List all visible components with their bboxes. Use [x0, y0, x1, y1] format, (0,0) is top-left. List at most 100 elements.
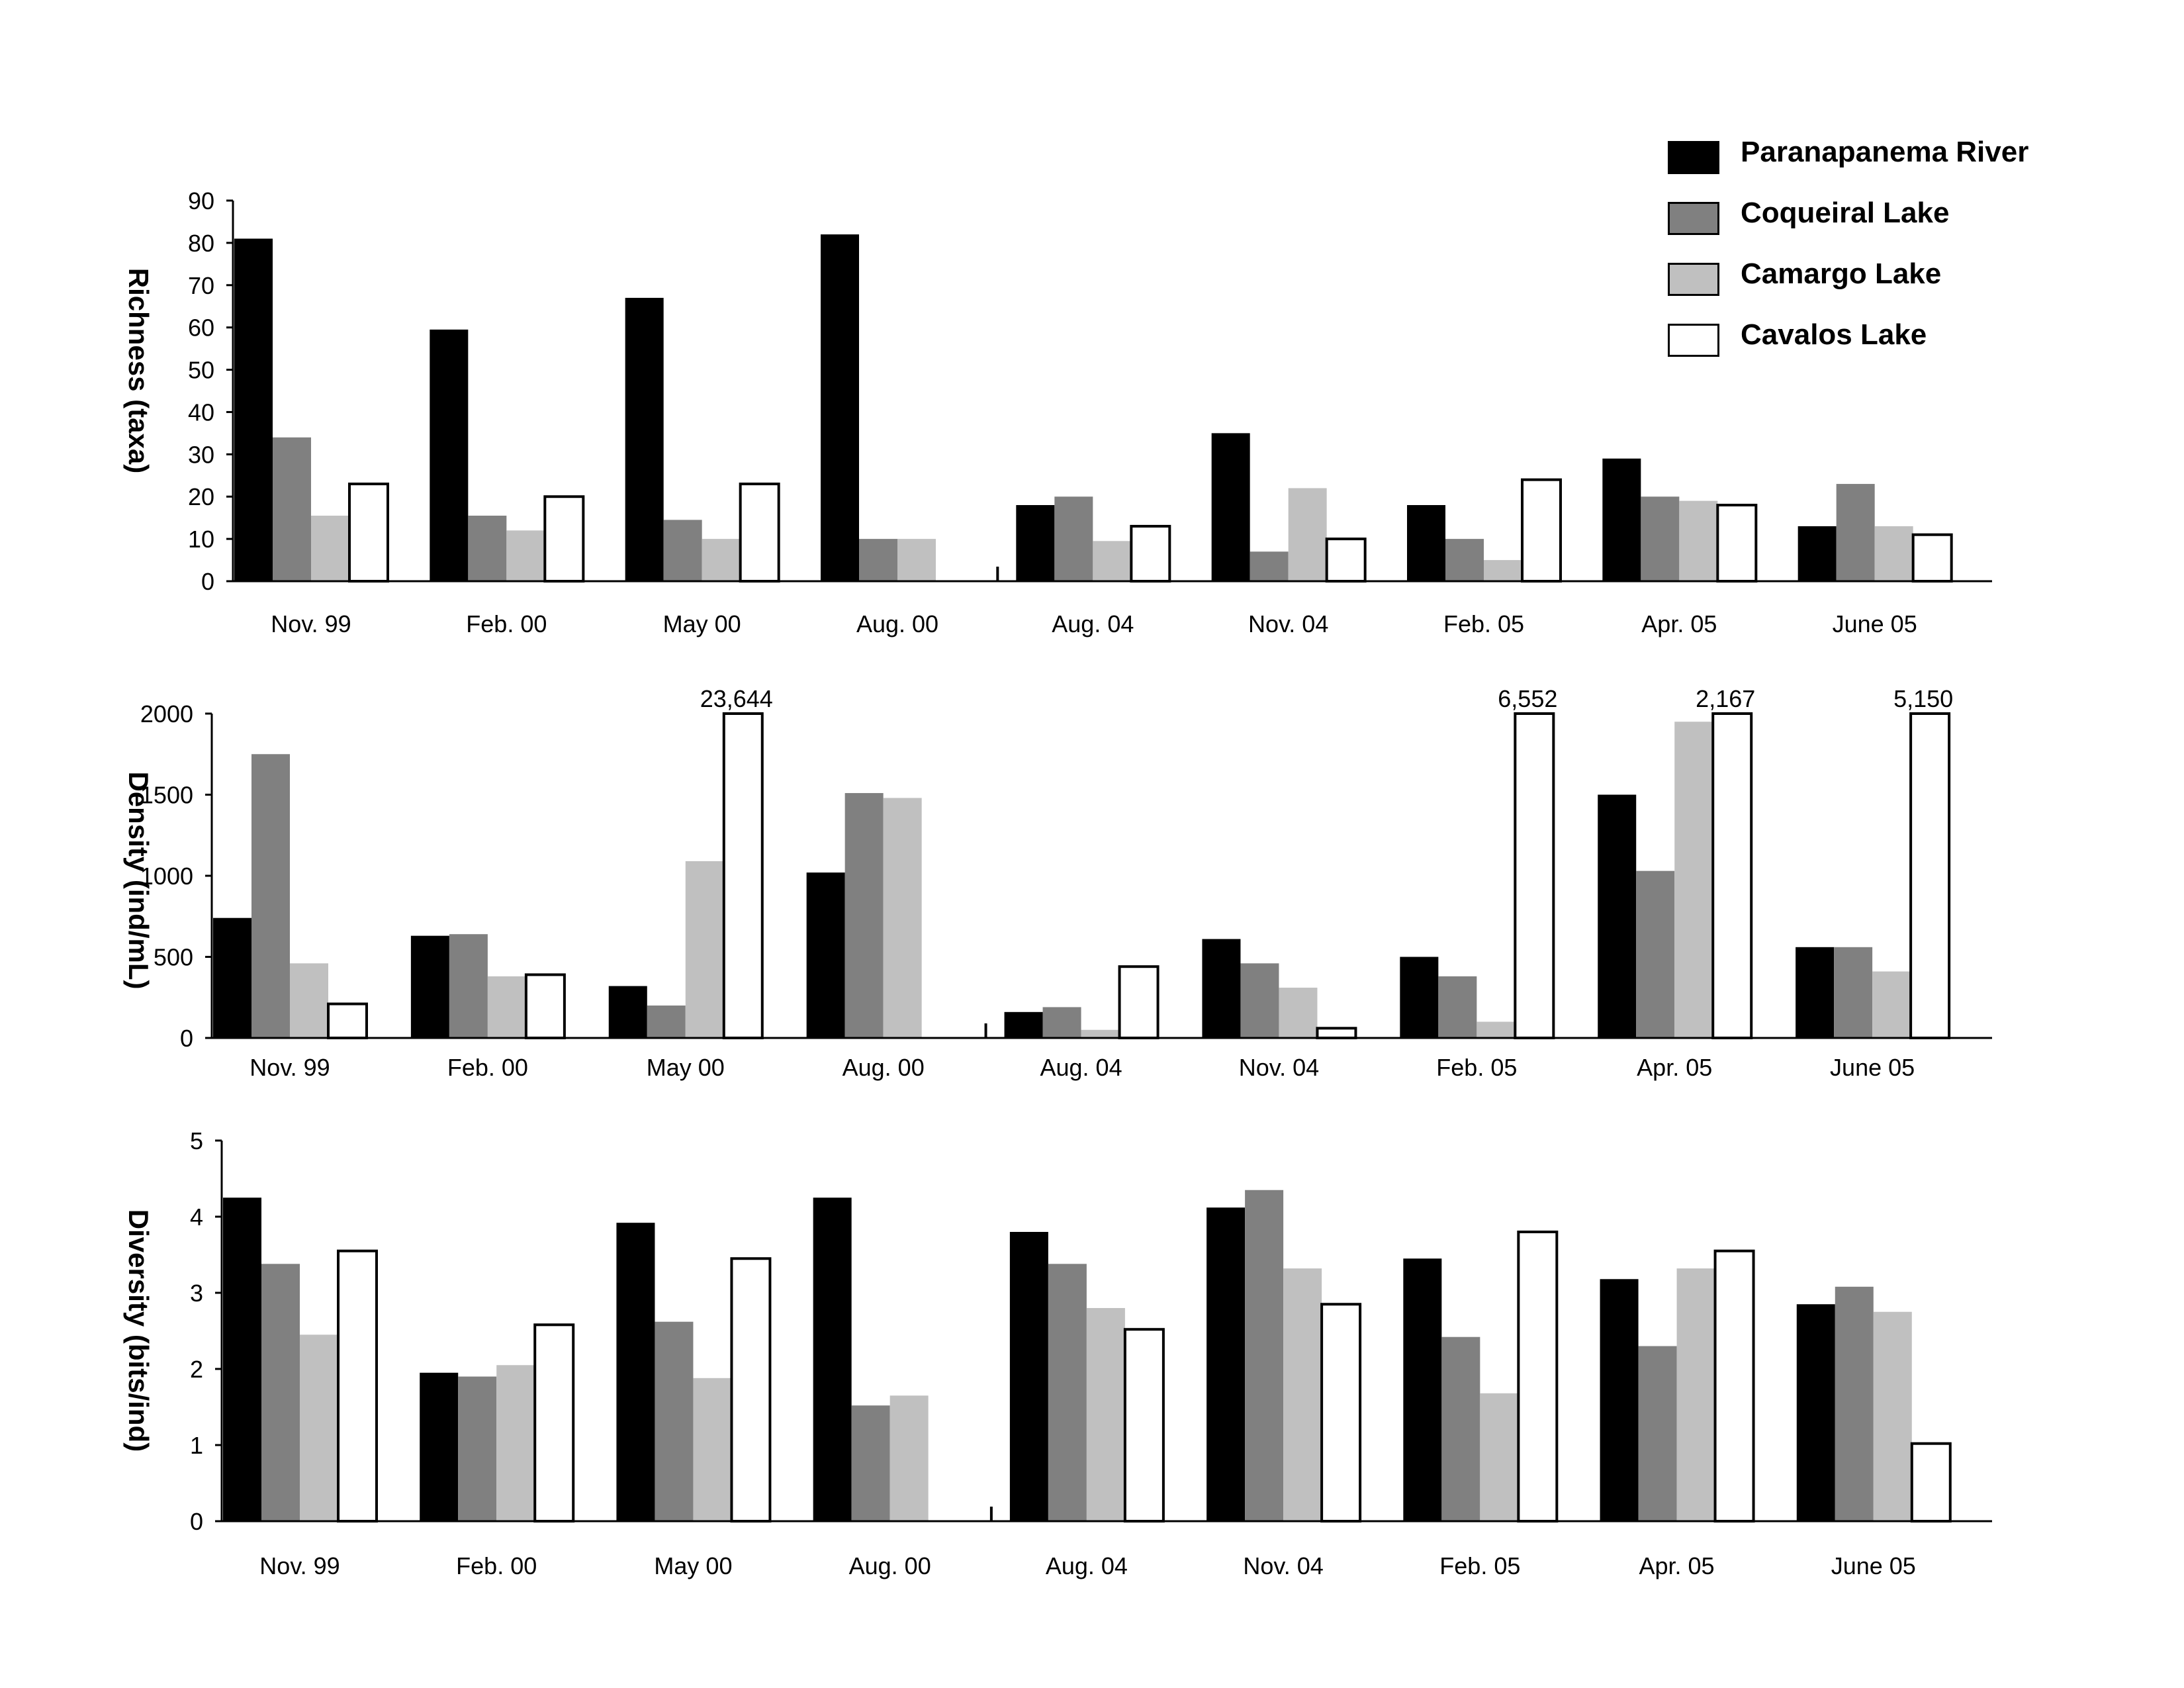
- bar-paranapanema: [1407, 505, 1445, 581]
- x-tick-label: Nov. 04: [1248, 610, 1328, 637]
- x-tick-label: Apr. 05: [1641, 610, 1717, 637]
- bar-cavalos: [543, 495, 585, 583]
- y-tick-label: 2: [190, 1356, 203, 1383]
- chart-panel-3: 0 1 2 3 4 5 Nov. 99 Feb. 00 May 00 Aug. 00 Aug. 04…: [123, 1127, 1992, 1579]
- bar-paranapanema: [213, 917, 251, 1038]
- bar-paranapanema: [1400, 957, 1439, 1038]
- y-tick-label: 1500: [140, 782, 193, 809]
- y-tick-label: 3: [190, 1280, 203, 1307]
- bar-camargo: [1484, 560, 1522, 581]
- data-label: 2,167: [1696, 685, 1755, 712]
- bar-camargo: [1480, 1393, 1519, 1521]
- legend-swatch-camargo: [1668, 263, 1719, 296]
- bar-coqueiral: [1245, 1190, 1284, 1521]
- bar-camargo: [1679, 500, 1718, 581]
- x-tick-label: June 05: [1833, 610, 1917, 637]
- y-tick-label: 30: [188, 441, 214, 468]
- x-tick-label: Apr. 05: [1639, 1552, 1715, 1579]
- y-tick-label: 1: [190, 1432, 203, 1459]
- y-tick-label: 60: [188, 314, 214, 342]
- x-tick-label: Feb. 05: [1443, 610, 1524, 637]
- x-tick-label: Feb. 00: [456, 1552, 537, 1579]
- x-tick-label: May 00: [663, 610, 741, 637]
- bar-paranapanema: [608, 986, 647, 1038]
- bar-camargo: [1279, 988, 1318, 1038]
- bar-camargo: [1874, 526, 1913, 581]
- y-tick-label: 50: [188, 357, 214, 384]
- bar-coqueiral: [458, 1376, 497, 1521]
- bar-paranapanema: [1600, 1279, 1639, 1521]
- bar-paranapanema: [806, 872, 845, 1038]
- bar-coqueiral: [859, 539, 897, 581]
- x-tick-label: Nov. 04: [1243, 1552, 1323, 1579]
- bar-camargo: [685, 861, 724, 1038]
- bar-camargo: [506, 530, 545, 581]
- bar-cavalos: [1320, 1303, 1362, 1523]
- bar-paranapanema: [1602, 458, 1641, 581]
- data-label: 23,644: [700, 685, 773, 712]
- bar-cavalos: [1123, 1328, 1165, 1523]
- bar-paranapanema: [821, 234, 859, 582]
- x-tick-label: June 05: [1830, 1054, 1915, 1081]
- bar-coqueiral: [1636, 870, 1675, 1038]
- x-tick-label: Nov. 99: [259, 1552, 340, 1579]
- y-tick-label: 10: [188, 526, 214, 553]
- y-tick-label: 70: [188, 272, 214, 299]
- bar-coqueiral: [851, 1405, 890, 1521]
- bar-paranapanema: [1202, 939, 1241, 1038]
- bar-paranapanema: [1211, 433, 1250, 581]
- bar-camargo: [496, 1365, 535, 1521]
- y-tick-label: 90: [188, 187, 214, 214]
- bar-paranapanema: [813, 1197, 852, 1521]
- x-tick-label: Nov. 04: [1239, 1054, 1319, 1081]
- bar-camargo: [1081, 1029, 1120, 1038]
- x-tick-label: May 00: [647, 1054, 725, 1081]
- bar-coqueiral: [468, 515, 507, 581]
- bar-paranapanema: [1796, 947, 1835, 1038]
- bar-camargo: [1674, 722, 1713, 1038]
- x-tick-label: Apr. 05: [1637, 1054, 1712, 1081]
- x-tick-label: May 00: [654, 1552, 732, 1579]
- bar-camargo: [883, 798, 922, 1038]
- bar-coqueiral: [1240, 963, 1279, 1038]
- bar-paranapanema: [420, 1372, 459, 1521]
- x-tick-label: Aug. 00: [849, 1552, 931, 1579]
- bar-cavalos: [1325, 538, 1367, 583]
- bar-camargo: [1086, 1308, 1125, 1521]
- bar-cavalos: [1514, 712, 1555, 1039]
- y-tick-label: 0: [201, 568, 214, 595]
- y-tick-label: 2000: [140, 700, 193, 727]
- bar-cavalos: [1316, 1027, 1357, 1040]
- y-tick-label: 40: [188, 399, 214, 426]
- bar-camargo: [487, 976, 526, 1038]
- bar-cavalos: [524, 973, 566, 1039]
- bar-paranapanema: [1206, 1207, 1246, 1521]
- y-tick-label: 5: [190, 1127, 203, 1154]
- bar-coqueiral: [663, 520, 702, 581]
- bar-coqueiral: [1834, 947, 1873, 1038]
- bar-coqueiral: [844, 793, 884, 1038]
- bar-paranapanema: [1403, 1258, 1442, 1521]
- bar-coqueiral: [1835, 1286, 1874, 1521]
- bar-paranapanema: [410, 935, 449, 1038]
- bar-cavalos: [1910, 1442, 1952, 1523]
- bar-cavalos: [1716, 504, 1758, 583]
- bar-cavalos: [722, 712, 764, 1039]
- x-tick-label: Aug. 04: [1052, 610, 1134, 637]
- bar-cavalos: [1130, 524, 1171, 583]
- bar-camargo: [897, 539, 936, 581]
- x-tick-label: Feb. 00: [447, 1054, 528, 1081]
- legend-label-camargo: Camargo Lake: [1741, 258, 1942, 290]
- bar-coqueiral: [1042, 1007, 1081, 1038]
- y-tick-label: 0: [190, 1508, 203, 1535]
- legend-swatch-paranapanema: [1668, 141, 1719, 174]
- bar-cavalos: [348, 483, 389, 583]
- x-tick-label: Nov. 99: [250, 1054, 330, 1081]
- bar-coqueiral: [1836, 484, 1875, 581]
- bar-camargo: [1283, 1268, 1322, 1521]
- y-axis-label: Richness (taxa): [123, 268, 154, 473]
- bar-paranapanema: [1598, 794, 1637, 1038]
- bar-camargo: [1872, 971, 1911, 1038]
- data-label: 5,150: [1893, 685, 1953, 712]
